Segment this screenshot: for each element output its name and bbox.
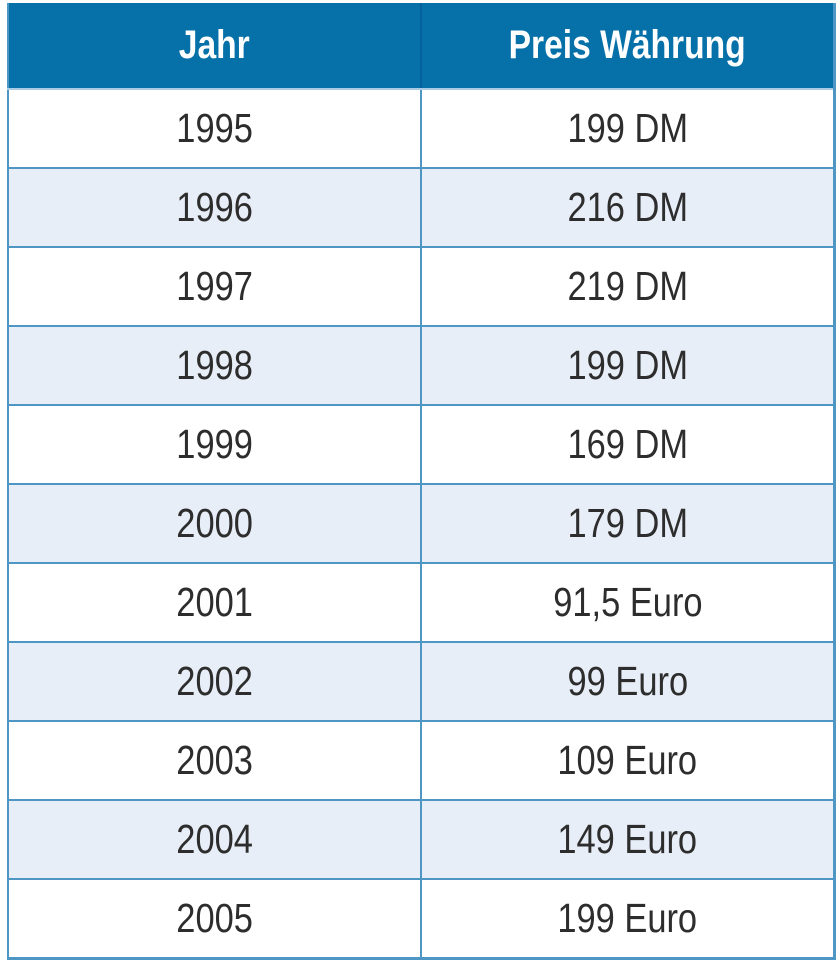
year-value: 2003 <box>176 737 253 783</box>
price-value: 199 DM <box>567 105 688 151</box>
year-cell: 1996 <box>8 167 422 247</box>
price-cell: 109 Euro <box>420 720 835 800</box>
year-cell: 2001 <box>8 562 422 642</box>
year-value: 2002 <box>176 658 253 704</box>
price-value: 199 DM <box>567 342 688 388</box>
price-cell: 216 DM <box>420 167 835 247</box>
header-row: Jahr Preis Währung <box>8 3 835 90</box>
price-value: 91,5 Euro <box>552 579 703 625</box>
table-row: 2004 149 Euro <box>8 799 835 879</box>
year-cell: 2000 <box>8 483 422 563</box>
price-value: 169 DM <box>567 421 688 467</box>
price-cell: 199 DM <box>420 89 835 168</box>
column-header-jahr-label: Jahr <box>179 23 251 67</box>
year-cell: 2003 <box>8 720 422 800</box>
year-cell: 1995 <box>8 89 422 168</box>
table-row: 1998 199 DM <box>8 325 835 405</box>
price-cell: 169 DM <box>420 404 835 484</box>
year-cell: 1997 <box>8 246 422 326</box>
price-cell: 99 Euro <box>420 641 835 721</box>
table-row: 1995 199 DM <box>8 89 835 168</box>
year-value: 2004 <box>176 816 253 862</box>
year-value: 2001 <box>176 579 253 625</box>
price-value: 199 Euro <box>557 895 698 941</box>
price-value: 219 DM <box>567 263 688 309</box>
table-row: 2005 199 Euro <box>8 878 835 959</box>
year-value: 2000 <box>176 500 253 546</box>
price-value: 216 DM <box>567 184 688 230</box>
year-value: 1998 <box>176 342 253 388</box>
column-header-preis-waehrung-label: Preis Währung <box>509 23 747 67</box>
table-row: 1997 219 DM <box>8 246 835 326</box>
price-cell: 199 Euro <box>420 878 835 959</box>
year-cell: 2005 <box>8 878 422 959</box>
column-header-jahr: Jahr <box>8 3 422 90</box>
column-header-preis-waehrung: Preis Währung <box>420 3 835 90</box>
price-cell: 91,5 Euro <box>420 562 835 642</box>
price-value: 179 DM <box>567 500 688 546</box>
year-value: 2005 <box>176 895 253 941</box>
table-row: 1999 169 DM <box>8 404 835 484</box>
year-cell: 1999 <box>8 404 422 484</box>
price-value: 109 Euro <box>557 737 698 783</box>
price-cell: 219 DM <box>420 246 835 326</box>
price-value: 149 Euro <box>557 816 698 862</box>
price-cell: 149 Euro <box>420 799 835 879</box>
price-value: 99 Euro <box>567 658 688 704</box>
year-cell: 2002 <box>8 641 422 721</box>
year-cell: 2004 <box>8 799 422 879</box>
table-row: 2002 99 Euro <box>8 641 835 721</box>
table-row: 1996 216 DM <box>8 167 835 247</box>
year-value: 1996 <box>176 184 253 230</box>
year-value: 1999 <box>176 421 253 467</box>
table-row: 2003 109 Euro <box>8 720 835 800</box>
year-cell: 1998 <box>8 325 422 405</box>
table-row: 2000 179 DM <box>8 483 835 563</box>
year-value: 1997 <box>176 263 253 309</box>
price-cell: 199 DM <box>420 325 835 405</box>
table-header: Jahr Preis Währung <box>8 3 835 90</box>
table-row: 2001 91,5 Euro <box>8 562 835 642</box>
table-body: 1995 199 DM 1996 216 DM 1997 219 DM 1998… <box>8 89 835 959</box>
price-table: Jahr Preis Währung 1995 199 DM 1996 216 … <box>7 3 836 960</box>
year-value: 1995 <box>176 105 253 151</box>
price-cell: 179 DM <box>420 483 835 563</box>
